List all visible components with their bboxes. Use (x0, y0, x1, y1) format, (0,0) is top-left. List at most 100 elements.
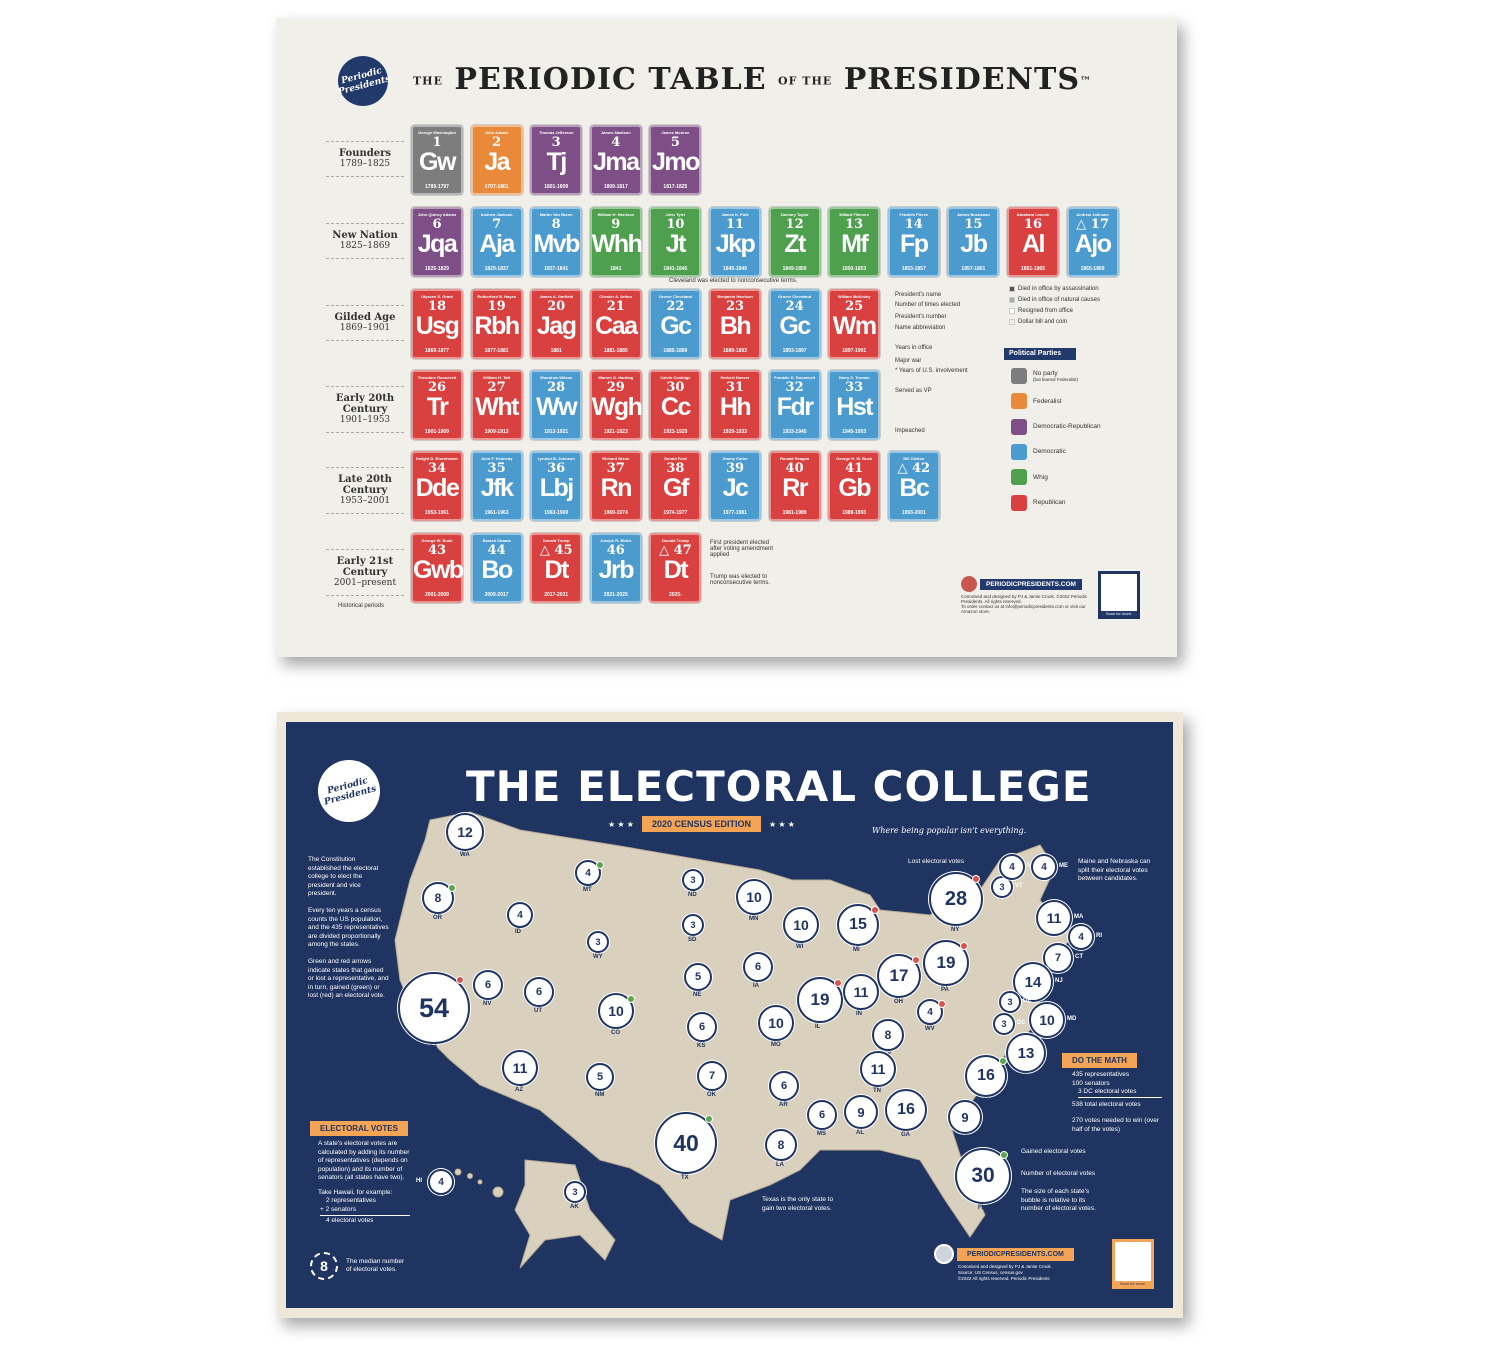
president-tile[interactable]: Richard Nixon 37 Rn 1969-1974 (589, 451, 642, 521)
state-bubble[interactable]: 10 (1029, 1002, 1065, 1038)
president-tile[interactable]: William H. Harrison 9 Whh 1841 (589, 207, 643, 277)
state-bubble[interactable]: 8 (872, 1019, 904, 1051)
state-bubble[interactable]: 4 (1068, 924, 1094, 950)
president-tile[interactable]: Herbert Hoover 31 Hh 1929-1933 (709, 370, 761, 440)
president-number: 30 (666, 380, 685, 395)
president-tile[interactable]: Bill Clinton △ 42 Bc 1993-2001 (887, 451, 940, 521)
state-bubble[interactable]: 4 (999, 854, 1025, 880)
president-tile[interactable]: Millard Fillmore 13 Mf 1850-1853 (828, 207, 881, 277)
years-in-office: 2025- (668, 592, 682, 598)
president-tile[interactable]: George W. Bush 43 Gwb 2001-2009 (411, 533, 464, 603)
state-bubble[interactable]: 3 (682, 914, 704, 936)
qr-code[interactable]: Scan for more. (1112, 1239, 1154, 1289)
state-bubble[interactable]: 11 (843, 974, 879, 1010)
qr-code[interactable]: Scan for more. (1098, 571, 1140, 619)
state-bubble[interactable]: 54 (398, 972, 470, 1044)
state-bubble[interactable]: 9 (844, 1095, 878, 1129)
president-tile[interactable]: John Quincy Adams 6 Jqa 1825-1829 (411, 207, 463, 277)
president-tile[interactable]: William McKinley 25 Wm 1897-1901 (828, 289, 881, 359)
president-tile[interactable]: James A. Garfield 20 Jag 1881 (530, 289, 583, 359)
state-bubble[interactable]: 7 (697, 1061, 727, 1091)
president-tile[interactable]: Rutherford B. Hayes 19 Rbh 1877-1881 (470, 289, 523, 359)
president-tile[interactable]: Martin Van Buren 8 Mvb 1837-1841 (530, 207, 583, 277)
party-label: Democratic-Republican (1033, 423, 1101, 431)
president-tile[interactable]: Zachary Taylor 12 Zt 1849-1850 (768, 207, 821, 277)
president-tile[interactable]: Dwight D. Eisenhower 34 Dde 1953-1961 (411, 451, 463, 521)
state-bubble[interactable]: 6 (769, 1071, 799, 1101)
state-bubble[interactable]: 5 (684, 963, 712, 991)
site-link[interactable]: PERIODICPRESIDENTS.COM (957, 1247, 1074, 1261)
president-tile[interactable]: Abraham Lincoln 16 Al 1861-1865 (1007, 207, 1059, 277)
years-in-office: 1845-1849 (723, 266, 747, 272)
president-tile[interactable]: John Adams 2 Ja 1797-1801 (470, 125, 523, 195)
president-tile[interactable]: John Tyler 10 Jt 1841-1845 (649, 207, 702, 277)
state-bubble[interactable]: 13 (1006, 1033, 1046, 1073)
president-tile[interactable]: Chester A. Arthur 21 Caa 1881-1885 (589, 289, 642, 359)
name-abbreviation: Bo (481, 556, 513, 584)
president-tile[interactable]: George H. W. Bush 41 Gb 1989-1993 (828, 451, 881, 521)
state-bubble[interactable]: 4 (1031, 854, 1057, 880)
president-tile[interactable]: Andrew Johnson △ 17 Ajo 1865-1869 (1066, 207, 1119, 277)
president-tile[interactable]: James Madison 4 Jma 1809-1817 (589, 125, 642, 195)
state-bubble[interactable]: 6 (687, 1012, 717, 1042)
state-bubble[interactable]: 3 (991, 876, 1013, 898)
state-bubble[interactable]: 3 (564, 1181, 586, 1203)
president-tile[interactable]: Franklin D. Roosevelt 32 Fdr 1933-1945 (768, 370, 821, 440)
state-bubble[interactable]: 6 (807, 1100, 837, 1130)
president-tile[interactable]: Donald Trump △ 45 Dt 2017-2021 (530, 533, 583, 603)
president-tile[interactable]: Ulysses S. Grant 18 Usg 1869-1877 (411, 289, 463, 359)
president-tile[interactable]: Grover Cleveland 24 Gc 1893-1897 (768, 289, 821, 359)
president-tile[interactable]: Ronald Reagan 40 Rr 1981-1989 (768, 451, 821, 521)
state-bubble[interactable]: 10 (758, 1005, 794, 1041)
state-bubble[interactable]: 6 (473, 970, 503, 1000)
state-bubble[interactable]: 3 (999, 991, 1021, 1013)
president-tile[interactable]: Barack Obama 44 Bo 2009-2017 (470, 533, 523, 603)
president-tile[interactable]: Benjamin Harrison 23 Bh 1889-1893 (709, 289, 761, 359)
president-tile[interactable]: Gerald Ford 38 Gf 1974-1977 (649, 451, 702, 521)
president-tile[interactable]: Jimmy Carter 39 Jc 1977-1981 (709, 451, 761, 521)
state-bubble[interactable]: 10 (783, 907, 819, 943)
state-bubble[interactable]: 16 (885, 1089, 927, 1131)
state-bubble[interactable]: 10 (736, 879, 772, 915)
name-abbreviation: Ww (536, 393, 578, 421)
state-bubble[interactable]: 14 (1013, 962, 1053, 1002)
site-link[interactable]: PERIODICPRESIDENTS.COM (980, 578, 1082, 590)
president-tile[interactable]: James Buchanan 15 Jb 1857-1861 (947, 207, 1000, 277)
state-bubble[interactable]: 3 (993, 1013, 1015, 1035)
state-bubble[interactable]: 3 (682, 869, 704, 891)
president-tile[interactable]: Grover Cleveland 22 Gc 1885-1889 (649, 289, 702, 359)
president-tile[interactable]: Franklin Pierce 14 Fp 1853-1857 (887, 207, 940, 277)
president-tile[interactable]: Woodrow Wilson 28 Ww 1913-1921 (530, 370, 583, 440)
years-in-office: 1913-1921 (544, 429, 569, 435)
president-tile[interactable]: Lyndon B. Johnson 36 Lbj 1963-1969 (530, 451, 583, 521)
state-bubble[interactable]: 4 (428, 1169, 454, 1195)
state-bubble[interactable]: 6 (743, 952, 773, 982)
state-bubble[interactable]: 12 (446, 813, 484, 851)
state-bubble[interactable]: 11 (502, 1050, 538, 1086)
state-bubble[interactable]: 8 (765, 1129, 797, 1161)
president-tile[interactable]: William H. Taft 27 Wht 1909-1913 (470, 370, 523, 440)
president-tile[interactable]: Theodore Roosevelt 26 Tr 1901-1909 (411, 370, 463, 440)
president-tile[interactable]: James K. Polk 11 Jkp 1845-1849 (709, 207, 761, 277)
state-bubble[interactable]: 9 (948, 1100, 982, 1134)
president-tile[interactable]: Donald Trump △ 47 Dt 2025- (649, 533, 702, 603)
state-bubble[interactable]: 4 (917, 999, 943, 1025)
president-tile[interactable]: Calvin Coolidge 30 Cc 1923-1929 (649, 370, 702, 440)
president-tile[interactable]: John F. Kennedy 35 Jfk 1961-1963 (470, 451, 523, 521)
president-tile[interactable]: George Washington 1 Gw 1789-1797 (411, 125, 463, 195)
party-label: Whig (1033, 473, 1048, 481)
state-bubble[interactable]: 4 (507, 902, 533, 928)
state-bubble[interactable]: 19 (923, 940, 969, 986)
president-tile[interactable]: James Monroe 5 Jmo 1817-1825 (649, 125, 702, 195)
president-tile[interactable]: Thomas Jefferson 3 Tj 1801-1809 (530, 125, 583, 195)
state-bubble[interactable]: 11 (860, 1051, 896, 1087)
state-bubble[interactable]: 6 (524, 977, 554, 1007)
president-tile[interactable]: Harry S. Truman 33 Hst 1945-1953 (828, 370, 881, 440)
president-tile[interactable]: Warren G. Harding 29 Wgh 1921-1923 (589, 370, 643, 440)
state-bubble[interactable]: 11 (1036, 900, 1072, 936)
president-tile[interactable]: Joseph R. Biden 46 Jrb 2021-2025 (589, 533, 642, 603)
president-tile[interactable]: Andrew Jackson 7 Aja 1829-1837 (470, 207, 523, 277)
state-bubble[interactable]: 5 (586, 1063, 614, 1091)
electoral-college-poster: Periodic Presidents THE ELECTORAL COLLEG… (277, 712, 1183, 1318)
state-bubble[interactable]: 3 (587, 931, 609, 953)
